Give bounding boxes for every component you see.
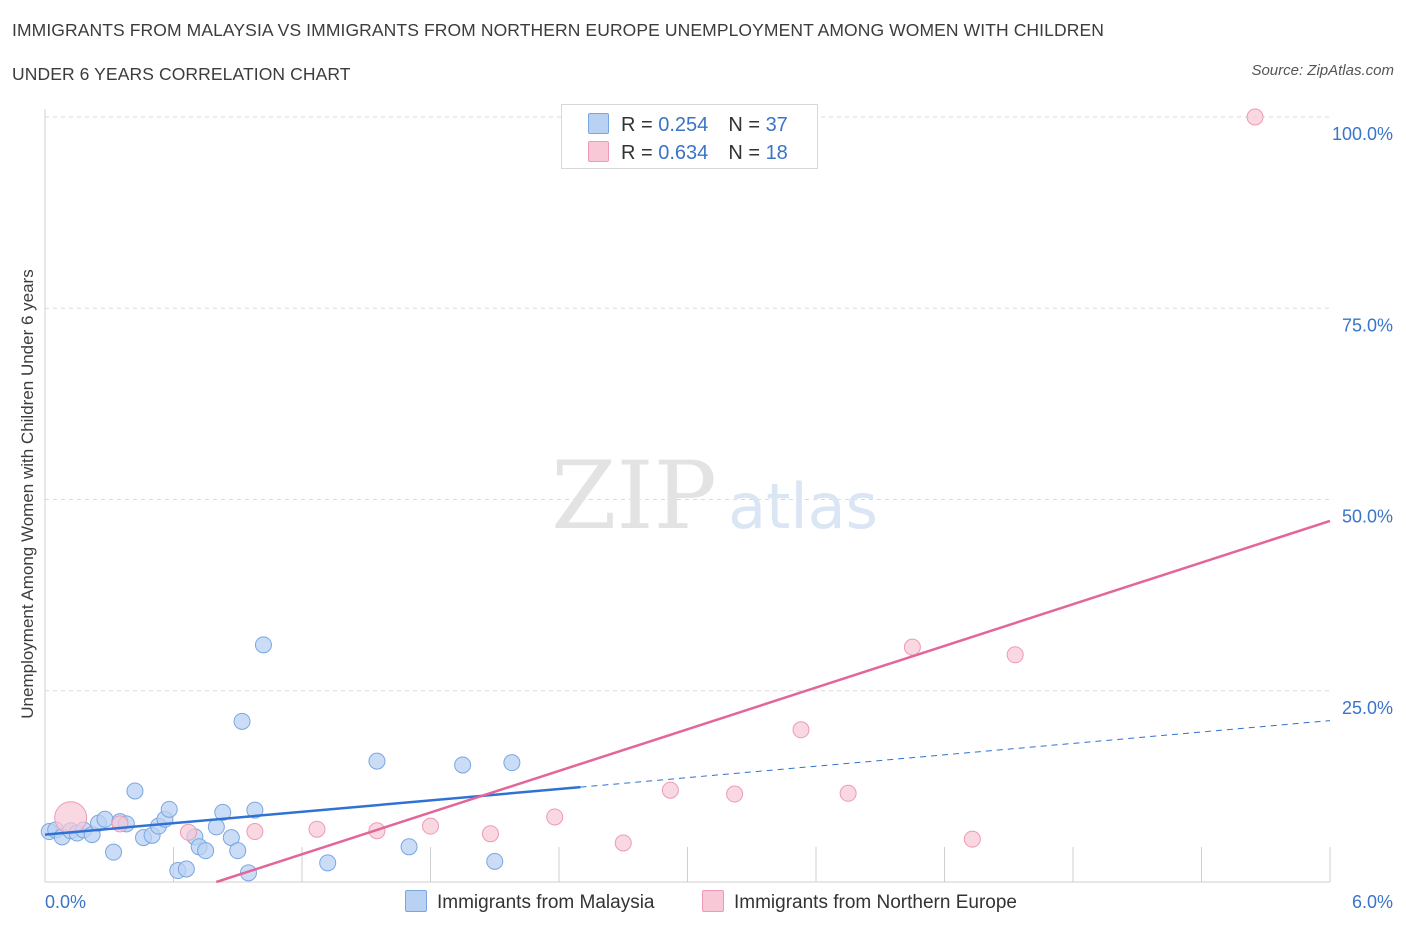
data-point-malaysia [160, 800, 178, 818]
data-point-malaysia [319, 854, 337, 872]
malaysia-swatch [588, 113, 609, 134]
n-value-europe: 18 [765, 142, 788, 164]
y-tick-label: 50.0% [1342, 507, 1393, 527]
y-axis-label: Unemployment Among Women with Children U… [18, 269, 37, 719]
chart-title: IMMIGRANTS FROM MALAYSIA VS IMMIGRANTS F… [12, 20, 1104, 84]
data-point-malaysia [126, 782, 144, 800]
watermark-atlas: atlas [728, 470, 878, 543]
europe-swatch [588, 141, 609, 162]
data-point-europe [661, 781, 679, 799]
legend-swatch-europe [702, 890, 724, 912]
data-point-malaysia [454, 756, 472, 774]
watermark: ZIP atlas [551, 442, 878, 551]
data-point-europe [308, 820, 326, 838]
data-point-malaysia [400, 838, 418, 856]
data-point-europe [726, 785, 744, 803]
chart-title-line1: IMMIGRANTS FROM MALAYSIA VS IMMIGRANTS F… [12, 20, 1104, 40]
chart-title-line2: UNDER 6 YEARS CORRELATION CHART [12, 63, 351, 84]
r-value-malaysia: 0.254 [658, 114, 709, 136]
tick-labels: 25.0% 50.0% 75.0% 100.0% 0.0% 6.0% [45, 124, 1393, 912]
data-point-europe [481, 825, 499, 843]
y-tick-label: 25.0% [1342, 698, 1393, 718]
data-point-malaysia [254, 636, 272, 654]
data-point-europe [246, 823, 264, 841]
data-point-europe [546, 808, 564, 826]
data-point-malaysia [214, 803, 232, 821]
data-point-malaysia [229, 842, 247, 860]
data-point-europe [422, 817, 439, 835]
data-point-europe [614, 834, 632, 852]
legend-item-europe[interactable]: Immigrants from Northern Europe [702, 890, 1017, 914]
data-point-malaysia [503, 754, 521, 772]
data-point-europe [839, 784, 857, 802]
x-tick-label-min: 0.0% [45, 892, 86, 912]
data-point-malaysia [96, 810, 114, 828]
n-label: N = [728, 114, 766, 136]
legend-swatch-malaysia [405, 890, 427, 912]
data-point-malaysia [368, 752, 386, 770]
legend-label-europe: Immigrants from Northern Europe [734, 892, 1017, 913]
data-point-europe [1246, 108, 1264, 126]
r-value-europe: 0.634 [658, 142, 709, 164]
data-point-europe [792, 721, 810, 739]
r-label: R = [621, 142, 659, 164]
stats-legend: R = 0.254 N = 37 R = 0.634 N = 18 [561, 104, 818, 169]
r-label: R = [621, 114, 659, 136]
data-point-europe [1006, 646, 1024, 664]
data-point-malaysia [246, 801, 264, 819]
legend-item-malaysia[interactable]: Immigrants from Malaysia [405, 890, 655, 914]
gridlines [45, 116, 1330, 692]
y-tick-label: 75.0% [1342, 315, 1393, 335]
data-point-malaysia [207, 818, 225, 836]
y-tick-label: 100.0% [1332, 124, 1393, 144]
series-legend: Immigrants from Malaysia Immigrants from… [0, 890, 1406, 916]
axes [44, 109, 1331, 883]
data-point-europe [963, 830, 981, 848]
data-point-europe [54, 801, 88, 835]
data-point-europe [903, 638, 921, 656]
source-note: Source: ZipAtlas.com [1251, 62, 1394, 79]
data-point-malaysia [233, 712, 251, 730]
trend-line-malaysia-extension [580, 720, 1331, 788]
n-value-malaysia: 37 [765, 114, 788, 136]
data-point-malaysia [105, 843, 123, 861]
series-malaysia-points [40, 636, 521, 882]
trend-line-malaysia [44, 785, 581, 836]
stats-row-europe: R = 0.634 N = 18 [588, 141, 788, 165]
legend-label-malaysia: Immigrants from Malaysia [437, 892, 655, 913]
data-point-malaysia [197, 842, 215, 860]
data-point-malaysia [486, 852, 504, 870]
stats-row-malaysia: R = 0.254 N = 37 [588, 113, 788, 137]
trend-lines [44, 519, 1331, 884]
data-point-malaysia [177, 860, 195, 878]
watermark-zip: ZIP [551, 442, 717, 551]
n-label: N = [728, 142, 766, 164]
data-point-europe [179, 823, 197, 841]
x-tick-label-max: 6.0% [1352, 892, 1393, 912]
trend-line-europe [215, 519, 1331, 884]
